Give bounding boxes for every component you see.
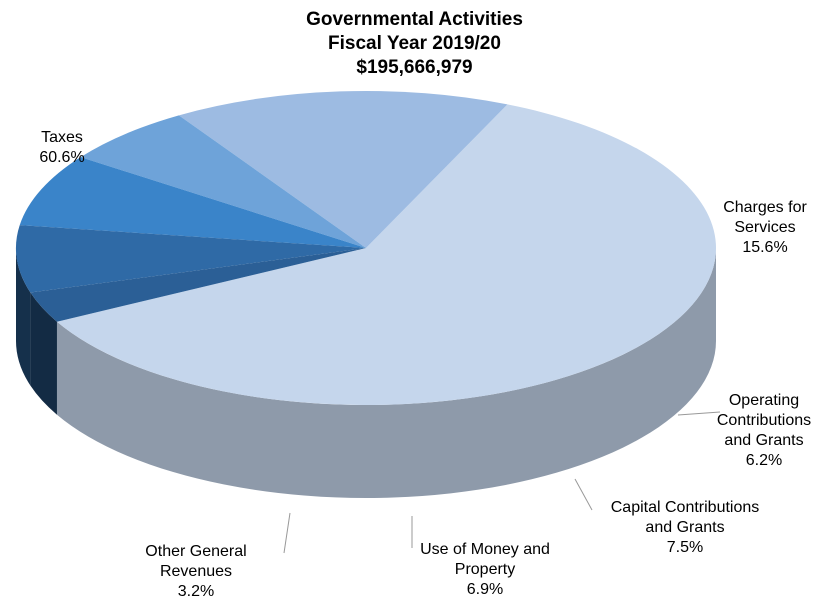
slice-label-1-line-0: Charges for [723, 199, 807, 216]
slice-label-4-line-2: 6.9% [466, 581, 504, 598]
leader-line-2 [677, 411, 721, 416]
pie-depth [16, 248, 717, 499]
slice-label-5: Other General Revenues 3.2% [136, 542, 256, 602]
leader-lines [283, 411, 721, 554]
slice-label-4: Use of Money and Property 6.9% [400, 540, 570, 600]
slice-label-0: Taxes 60.6% [22, 128, 102, 168]
pie-side-0-0 [56, 248, 717, 499]
slice-label-3-line-0: Capital Contributions [610, 499, 760, 516]
pie-side-5-0 [30, 292, 57, 415]
pie-side-4-0 [16, 248, 31, 386]
pie-slice-2 [80, 115, 367, 248]
slice-label-1-line-1: Services [734, 219, 796, 236]
slice-label-4-line-1: Property [454, 561, 516, 578]
slice-label-0-line-0: Taxes [41, 129, 83, 146]
slice-label-5-line-0: Other General [145, 543, 247, 560]
pie-slice-0 [56, 104, 717, 405]
leader-line-3 [574, 478, 593, 511]
slice-label-0-line-1: 60.6% [39, 149, 85, 166]
slice-label-2-line-1: Contributions [716, 412, 812, 429]
chart-title-line-2: Fiscal Year 2019/20 [328, 33, 501, 54]
slice-label-3-line-2: 7.5% [666, 539, 704, 556]
slice-label-1-line-2: 15.6% [742, 239, 788, 256]
slice-label-2: Operating Contributions and Grants 6.2% [700, 391, 828, 471]
pie-slice-1 [178, 91, 508, 248]
pie-slice-3 [19, 157, 366, 248]
leader-line-5 [283, 512, 291, 554]
slice-label-2-line-3: 6.2% [745, 452, 783, 469]
pie-slice-4 [16, 225, 366, 293]
slice-label-4-line-0: Use of Money and [420, 541, 550, 558]
pie-top [16, 91, 717, 405]
chart-title: Governmental Activities Fiscal Year 2019… [0, 8, 829, 80]
slice-label-5-line-2: 3.2% [177, 583, 215, 600]
pie-slice-5 [30, 248, 366, 322]
slice-label-3-line-1: and Grants [645, 519, 725, 536]
slice-label-3: Capital Contributions and Grants 7.5% [590, 498, 780, 558]
chart-title-line-1: Governmental Activities [306, 9, 523, 30]
slice-label-1: Charges for Services 15.6% [712, 198, 818, 258]
slice-label-2-line-0: Operating [728, 392, 800, 409]
slice-label-2-line-2: and Grants [724, 432, 804, 449]
chart-title-line-3: $195,666,979 [356, 57, 473, 78]
slice-label-5-line-1: Revenues [159, 563, 233, 580]
